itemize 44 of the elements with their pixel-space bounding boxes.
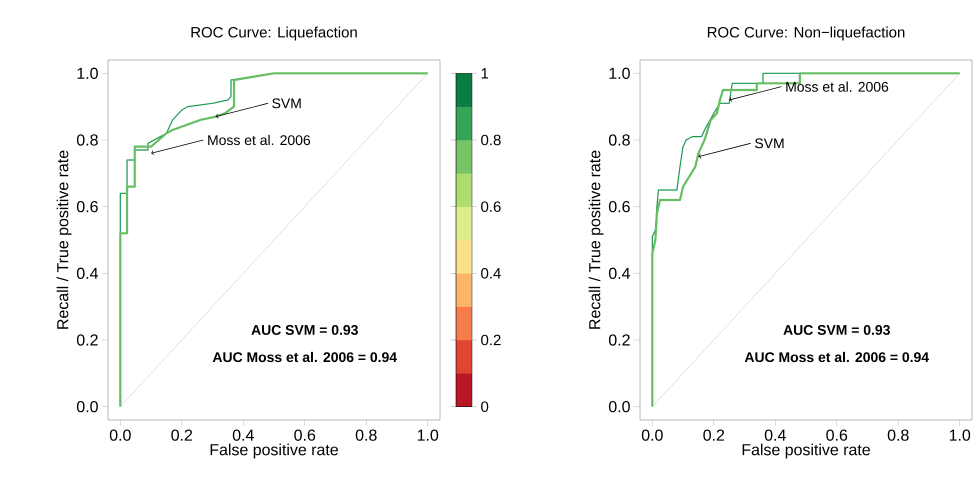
y-tick-label: 0.8 [76,134,98,146]
x-axis-title: False positive rate [210,444,338,458]
x-tick-label: 0.2 [171,430,192,441]
y-tick-label: 0.4 [608,268,630,279]
color-bar-label: 0 [481,401,488,412]
annotation: Moss et al. 2006 [208,134,310,146]
color-bar-label: 1 [482,68,488,78]
annotation: AUC Moss et al. 2006 = 0.94 [744,352,929,362]
color-bar-label: 0.8 [481,134,501,146]
x-tick-label: 0.6 [294,430,316,441]
x-tick-label: 0.6 [826,430,848,441]
annotation: Moss et al. 2006 [786,82,888,92]
x-tick-label: 0.0 [110,430,131,441]
y-tick-label: 0.8 [608,134,630,146]
x-tick-label: 1.0 [418,430,438,441]
color-bar-label: 0.2 [481,334,501,346]
y-tick-label: 1.0 [610,68,630,79]
x-tick-label: 0.2 [703,430,724,441]
x-tick-label: 1.0 [950,430,970,441]
x-tick-label: 0.0 [642,430,663,441]
y-tick-label: 0.6 [76,201,98,212]
y-tick-label: 0.0 [76,401,98,412]
annotation: SVM [755,138,784,148]
x-tick-label: 0.4 [232,430,254,441]
y-tick-label: 0.2 [608,334,630,346]
color-bar-label: 0.6 [481,201,501,212]
y-tick-label: 0.4 [76,268,98,279]
y-tick-label: 1.0 [78,68,98,79]
y-tick-label: 0.2 [76,334,98,346]
x-tick-label: 0.8 [356,430,377,441]
x-axis-title: False positive rate [742,444,870,458]
x-tick-label: 0.4 [764,430,786,441]
y-tick-label: 0.6 [608,201,630,212]
annotation: SVM [272,98,301,108]
y-tick-label: 0.0 [608,401,630,412]
color-bar-label: 0.4 [481,268,501,279]
y-axis-title: Recall / True positive rate [588,150,604,329]
chart-title: ROC Curve: Non−liquefaction [708,26,904,40]
chart-title: ROC Curve: Liquefaction [191,26,357,40]
annotation: AUC Moss et al. 2006 = 0.94 [212,352,397,362]
annotation: AUC SVM = 0.93 [783,325,890,335]
y-axis-title: Recall / True positive rate [56,150,72,329]
annotation: AUC SVM = 0.93 [251,325,358,335]
x-tick-label: 0.8 [888,430,909,441]
